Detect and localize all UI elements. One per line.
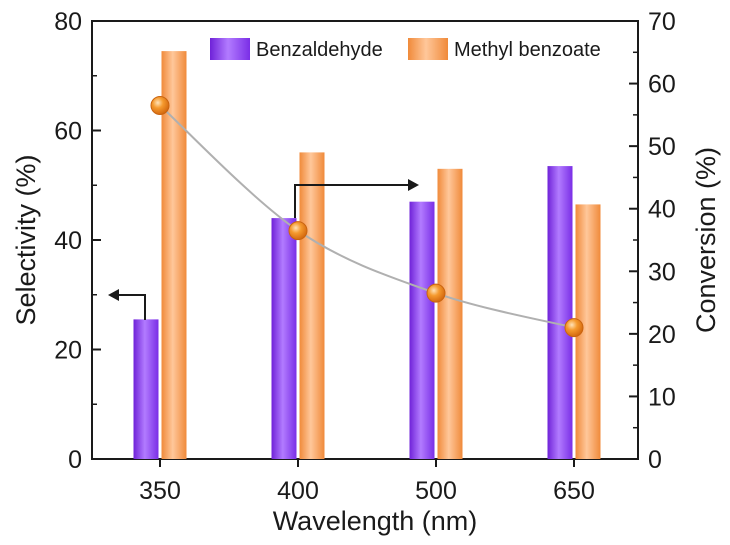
y2-axis-title: Conversion (%) [691, 147, 721, 333]
y-axis-title: Selectivity (%) [11, 154, 41, 325]
bar-benzaldehyde-350 [133, 319, 159, 459]
y2-tick-label-60: 60 [648, 71, 676, 99]
y2-tick-label-0: 0 [648, 446, 662, 474]
y-tick-label-40: 40 [54, 227, 82, 255]
legend-swatch-methyl-benzoate [408, 38, 448, 60]
right-axis-ticks: 0 10 20 30 40 50 60 70 [629, 8, 676, 474]
conversion-trend-line [159, 104, 575, 329]
x-axis-ticks: 350 400 500 650 [139, 459, 595, 505]
bar-methyl-benzoate-500 [437, 168, 463, 459]
conversion-points-group [150, 95, 584, 338]
y2-tick-label-20: 20 [648, 321, 676, 349]
legend-swatch-benzaldehyde [210, 38, 250, 60]
y2-tick-label-30: 30 [648, 258, 676, 286]
legend-label-methyl-benzoate: Methyl benzoate [454, 39, 601, 61]
left-arrow-annotation [118, 294, 146, 320]
bar-benzaldehyde-500 [409, 201, 435, 460]
left-axis-ticks: 0 20 40 60 80 [54, 8, 101, 474]
conversion-point-400 [288, 221, 308, 241]
legend-label-benzaldehyde: Benzaldehyde [256, 39, 383, 61]
x-tick-label-500: 500 [415, 477, 457, 505]
x-tick-label-350: 350 [139, 477, 181, 505]
conversion-point-650 [564, 318, 584, 338]
y2-tick-label-10: 10 [648, 383, 676, 411]
left-arrow-head [108, 289, 119, 301]
conversion-point-350 [150, 95, 170, 115]
x-tick-label-400: 400 [277, 477, 319, 505]
legend: Benzaldehyde Methyl benzoate [210, 38, 601, 61]
bars-group [133, 51, 601, 460]
bar-methyl-benzoate-400 [299, 152, 325, 459]
y2-tick-label-50: 50 [648, 133, 676, 161]
y-tick-label-80: 80 [54, 8, 82, 36]
right-arrow-head [408, 179, 419, 191]
y2-tick-label-70: 70 [648, 8, 676, 36]
bar-benzaldehyde-650 [547, 166, 573, 459]
y2-tick-label-40: 40 [648, 196, 676, 224]
x-tick-label-650: 650 [553, 477, 595, 505]
x-axis-title: Wavelength (nm) [273, 506, 478, 536]
bar-benzaldehyde-400 [271, 218, 297, 459]
axis-annotation-arrows [108, 179, 419, 320]
right-arrow-annotation [294, 184, 408, 218]
y-tick-label-60: 60 [54, 118, 82, 146]
y-tick-label-0: 0 [68, 446, 82, 474]
conversion-point-500 [426, 283, 446, 303]
y-tick-label-20: 20 [54, 337, 82, 365]
